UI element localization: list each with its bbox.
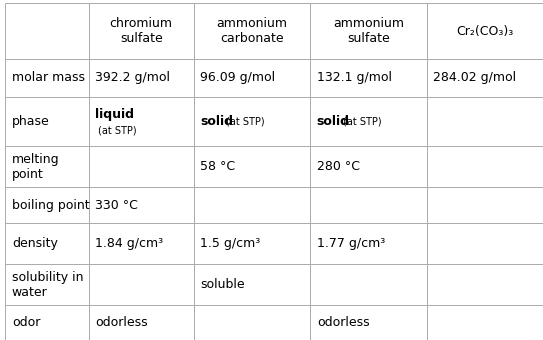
Text: phase: phase xyxy=(12,115,50,128)
Text: solid: solid xyxy=(200,115,233,128)
Text: Cr₂(CO₃)₃: Cr₂(CO₃)₃ xyxy=(456,25,514,38)
Text: ammonium
sulfate: ammonium sulfate xyxy=(333,17,404,45)
Text: molar mass: molar mass xyxy=(12,71,85,84)
Text: (at STP): (at STP) xyxy=(226,117,265,126)
Text: 392.2 g/mol: 392.2 g/mol xyxy=(95,71,170,84)
Text: liquid: liquid xyxy=(95,108,134,121)
Text: ammonium
carbonate: ammonium carbonate xyxy=(217,17,288,45)
Text: boiling point: boiling point xyxy=(12,199,90,211)
Text: odorless: odorless xyxy=(95,316,148,329)
Text: 58 °C: 58 °C xyxy=(200,160,236,173)
Text: (at STP): (at STP) xyxy=(98,125,136,136)
Text: 284.02 g/mol: 284.02 g/mol xyxy=(433,71,516,84)
Text: 96.09 g/mol: 96.09 g/mol xyxy=(200,71,275,84)
Text: 132.1 g/mol: 132.1 g/mol xyxy=(317,71,392,84)
Text: chromium
sulfate: chromium sulfate xyxy=(110,17,173,45)
Text: odorless: odorless xyxy=(317,316,369,329)
Text: odor: odor xyxy=(12,316,40,329)
Text: soluble: soluble xyxy=(200,278,245,291)
Text: 1.84 g/cm³: 1.84 g/cm³ xyxy=(95,237,163,250)
Text: 330 °C: 330 °C xyxy=(95,199,138,211)
Text: 1.77 g/cm³: 1.77 g/cm³ xyxy=(317,237,385,250)
Text: melting
point: melting point xyxy=(12,153,60,181)
Text: solid: solid xyxy=(317,115,350,128)
Text: 1.5 g/cm³: 1.5 g/cm³ xyxy=(200,237,261,250)
Text: (at STP): (at STP) xyxy=(343,117,381,126)
Text: density: density xyxy=(12,237,58,250)
Text: solubility in
water: solubility in water xyxy=(12,271,84,299)
Text: 280 °C: 280 °C xyxy=(317,160,360,173)
